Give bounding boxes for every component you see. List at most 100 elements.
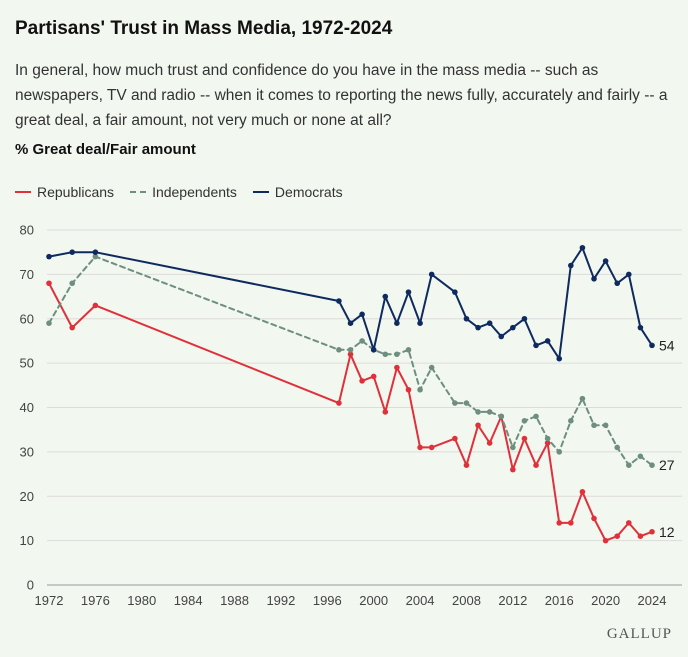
data-point-democrats [347, 320, 354, 326]
data-point-independents [452, 400, 458, 406]
data-point-democrats [486, 320, 493, 326]
data-point-independents [486, 409, 493, 415]
data-point-independents [69, 280, 75, 287]
legend-swatch-independents [130, 191, 147, 193]
data-point-republicans [486, 440, 493, 446]
data-point-independents [556, 449, 563, 455]
x-tick-label: 2004 [406, 593, 435, 608]
data-point-republicans [428, 444, 435, 451]
end-label-democrats: 54 [659, 337, 675, 353]
x-tick-label: 2008 [452, 593, 481, 608]
legend-item-republicans: Republicans [15, 184, 114, 200]
y-tick-label: 50 [20, 356, 34, 371]
data-point-democrats [92, 249, 99, 255]
data-point-independents [405, 347, 412, 353]
data-point-democrats [69, 249, 75, 255]
y-tick-label: 60 [20, 311, 34, 326]
data-point-democrats [370, 347, 377, 353]
data-point-republicans [405, 386, 412, 393]
chart-title: Partisans' Trust in Mass Media, 1972-202… [15, 18, 393, 39]
data-point-republicans [452, 435, 458, 442]
x-tick-label: 2000 [359, 593, 388, 608]
data-point-independents [92, 253, 99, 260]
data-point-republicans [382, 409, 389, 415]
series-line-independents [48, 255, 653, 467]
data-point-democrats [533, 342, 539, 349]
data-point-independents [626, 462, 632, 468]
legend-swatch-republicans [15, 191, 31, 193]
end-label-independents: 27 [659, 457, 675, 473]
data-point-democrats [510, 324, 516, 331]
data-point-independents [579, 395, 586, 402]
data-point-independents [533, 413, 539, 420]
x-tick-label: 2024 [638, 593, 667, 608]
data-point-independents [475, 409, 481, 415]
data-point-republicans [46, 280, 52, 287]
data-point-independents [568, 418, 574, 424]
data-point-democrats [428, 271, 435, 278]
data-point-republicans [579, 489, 586, 495]
x-tick-label: 1984 [174, 593, 203, 608]
data-point-democrats [46, 253, 52, 260]
legend-label-independents: Independents [152, 184, 237, 200]
data-point-republicans [417, 444, 423, 451]
data-point-republicans [394, 364, 400, 371]
y-tick-label: 20 [20, 489, 34, 504]
y-tick-label: 10 [20, 533, 34, 548]
y-tick-label: 40 [20, 400, 34, 415]
y-tick-label: 0 [27, 578, 34, 593]
data-point-independents [521, 418, 528, 424]
data-point-democrats [463, 315, 470, 322]
data-point-democrats [614, 280, 621, 287]
data-point-republicans [69, 324, 75, 331]
data-point-republicans [556, 520, 563, 526]
y-tick-label: 70 [20, 267, 34, 282]
data-point-democrats [568, 262, 574, 269]
data-point-republicans [475, 422, 481, 429]
data-point-democrats [649, 342, 655, 349]
data-point-republicans [359, 378, 365, 384]
x-tick-label: 1992 [266, 593, 295, 608]
legend-item-democrats: Democrats [252, 184, 343, 200]
legend-swatch-democrats [252, 191, 269, 193]
data-point-independents [382, 351, 389, 358]
line-chart: 0 10 20 30 40 50 60 70 80 1972 1976 1980 1984 1988 199… [20, 223, 682, 608]
data-point-republicans [336, 400, 342, 406]
data-point-republicans [463, 462, 470, 468]
data-point-republicans [92, 302, 99, 309]
y-tick-label: 30 [20, 444, 34, 459]
data-point-democrats [382, 293, 389, 300]
data-point-republicans [614, 533, 621, 539]
data-point-independents [614, 444, 621, 451]
data-point-democrats [591, 276, 597, 282]
data-point-independents [498, 413, 505, 420]
data-point-independents [347, 347, 354, 353]
data-point-republicans [637, 533, 644, 539]
data-point-independents [591, 422, 597, 429]
data-point-republicans [544, 440, 551, 446]
data-point-democrats [336, 298, 342, 304]
y-tick-label: 80 [20, 223, 34, 238]
data-point-republicans [591, 515, 597, 522]
data-point-democrats [602, 258, 609, 264]
x-tick-label: 2012 [498, 593, 527, 608]
data-point-democrats [475, 324, 481, 331]
data-point-republicans [510, 466, 516, 473]
chart-subtitle: In general, how much trust and confidenc… [15, 62, 668, 129]
x-tick-label: 1972 [35, 593, 64, 608]
legend: Republicans Independents Democrats [15, 184, 343, 200]
data-point-democrats [521, 315, 528, 322]
data-point-republicans [649, 528, 655, 535]
x-tick-label: 1976 [81, 593, 110, 608]
series-line-democrats [48, 246, 653, 360]
data-point-democrats [579, 244, 586, 251]
legend-label-republicans: Republicans [37, 184, 115, 200]
data-point-independents [428, 364, 435, 371]
gallup-logo: GALLUP [606, 626, 672, 642]
data-point-independents [336, 347, 342, 353]
data-point-independents [544, 435, 551, 442]
data-point-democrats [637, 324, 644, 331]
data-point-republicans [602, 537, 609, 544]
series-line-republicans [48, 282, 653, 542]
